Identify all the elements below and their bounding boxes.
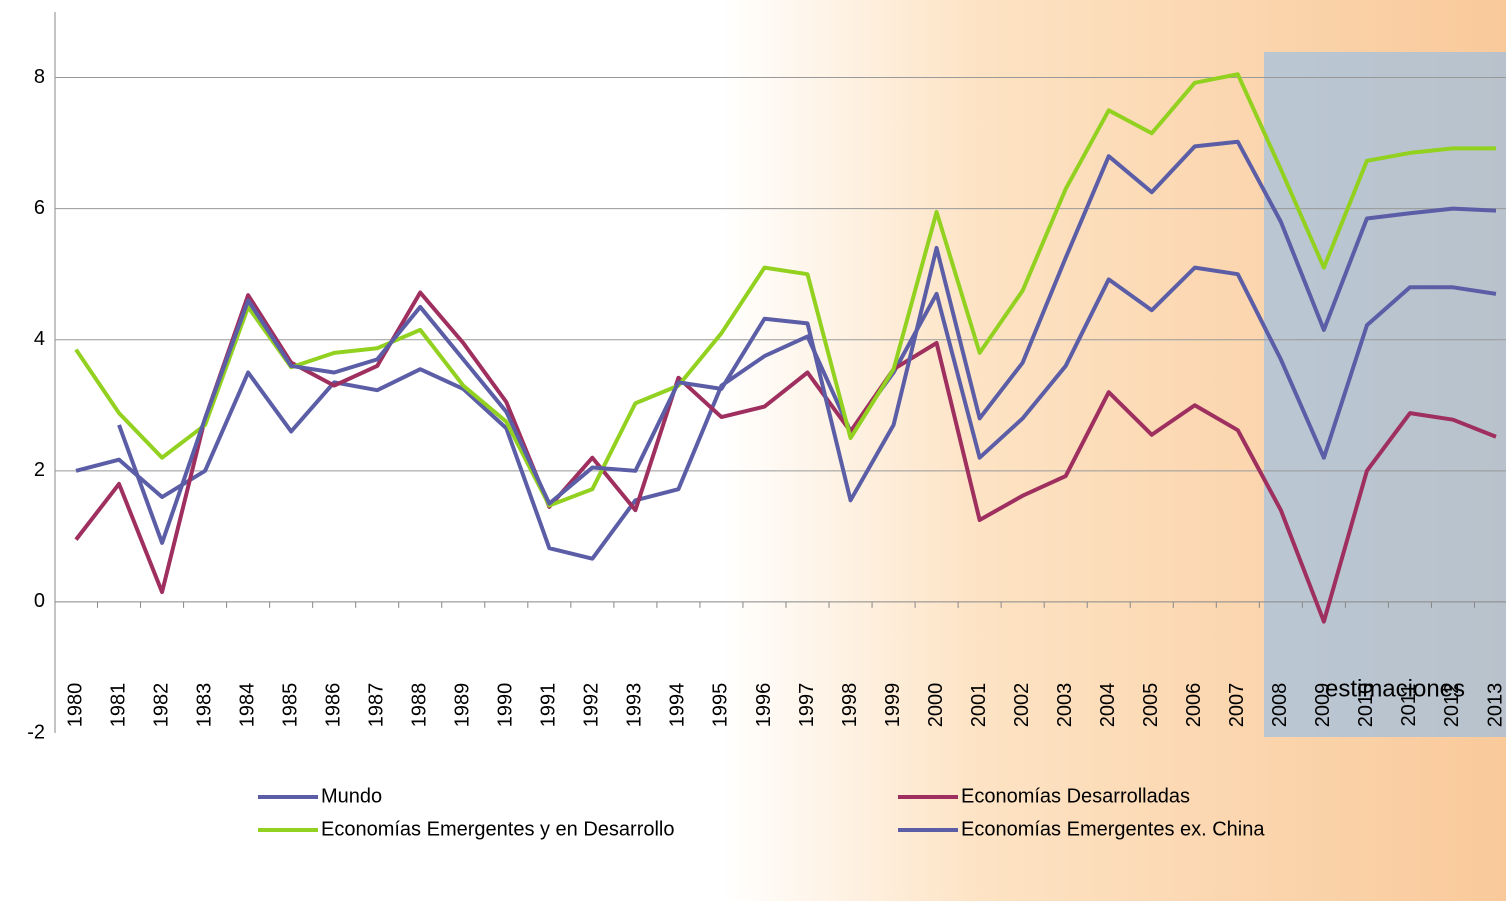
x-tick-label: 1991 (538, 683, 560, 728)
y-tick-label: 2 (34, 459, 45, 481)
x-tick-label: 1984 (236, 683, 258, 728)
estimate-region (1264, 52, 1506, 737)
x-tick-label: 1990 (495, 683, 517, 728)
x-tick-label: 2010 (1355, 683, 1377, 728)
x-tick-label: 1987 (365, 683, 387, 728)
y-tick-label: 8 (34, 66, 45, 88)
x-tick-label: 2001 (968, 683, 990, 728)
legend-label: Mundo (321, 785, 382, 807)
x-tick-label: 1988 (409, 683, 431, 728)
x-tick-label: 1996 (753, 683, 775, 728)
x-tick-label: 2000 (925, 683, 947, 728)
x-tick-label: 2013 (1484, 683, 1506, 728)
x-tick-label: 1997 (796, 683, 818, 728)
x-tick-label: 2003 (1054, 683, 1076, 728)
x-tick-label: 2006 (1183, 683, 1205, 728)
x-tick-label: 1999 (882, 683, 904, 728)
x-tick-label: 1981 (107, 683, 129, 728)
legend-label: Economías Emergentes y en Desarrollo (321, 818, 675, 840)
x-tick-label: 1998 (839, 683, 861, 728)
x-tick-label: 1980 (64, 683, 86, 728)
y-tick-label: 0 (34, 590, 45, 612)
x-tick-label: 2004 (1097, 683, 1119, 728)
x-tick-label: 2012 (1441, 683, 1463, 728)
x-tick-label: 1995 (710, 683, 732, 728)
x-tick-label: 2005 (1140, 683, 1162, 728)
y-tick-label: -2 (27, 721, 45, 743)
x-tick-label: 1982 (150, 683, 172, 728)
x-tick-label: 1985 (279, 683, 301, 728)
x-tick-label: 1986 (322, 683, 344, 728)
chart: estimaciones -20246819801981198219831984… (0, 0, 1506, 901)
x-tick-label: 2008 (1269, 683, 1291, 728)
x-tick-label: 1993 (624, 683, 646, 728)
x-tick-label: 2007 (1226, 683, 1248, 728)
x-tick-label: 1983 (193, 683, 215, 728)
x-tick-label: 1994 (667, 683, 689, 728)
x-tick-label: 1989 (452, 683, 474, 728)
x-tick-label: 2009 (1312, 683, 1334, 728)
legend-label: Economías Emergentes ex. China (961, 818, 1265, 840)
y-tick-label: 4 (34, 328, 45, 350)
legend-label: Economías Desarrolladas (961, 785, 1190, 807)
x-tick-label: 1992 (581, 683, 603, 728)
y-tick-label: 6 (34, 197, 45, 219)
x-tick-label: 2011 (1398, 683, 1420, 726)
x-tick-label: 2002 (1011, 683, 1033, 728)
